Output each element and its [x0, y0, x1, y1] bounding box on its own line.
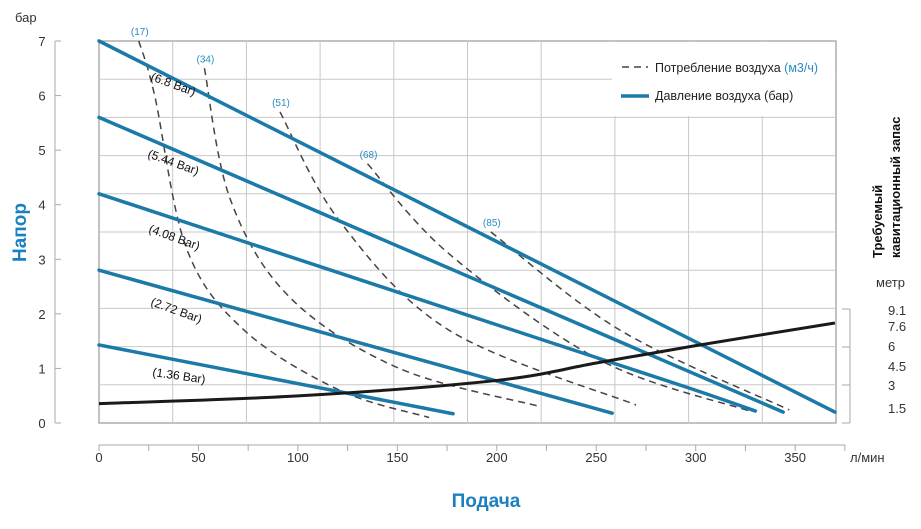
y-unit-label: бар — [15, 10, 37, 25]
air-consumption-label: (85) — [483, 218, 501, 229]
y2-tick-label: 6 — [888, 339, 895, 354]
y-axis-title: Напор — [10, 203, 31, 262]
x-tick-label: 300 — [685, 450, 707, 465]
air-pressure-line — [97, 343, 455, 416]
y-tick-label: 3 — [38, 252, 45, 267]
air-consumption-label: (68) — [360, 150, 378, 161]
y-tick-label: 2 — [38, 307, 45, 322]
y2-title-line1: Требуемый — [870, 185, 885, 258]
npsh-curve — [98, 321, 836, 406]
y2-tick-label: 9.1 — [888, 303, 906, 318]
air-consumption-line — [490, 231, 790, 411]
air-consumption-label: (51) — [272, 98, 290, 109]
air-consumption-line — [366, 163, 750, 412]
air-pressure-line — [97, 192, 758, 413]
air-consumption-label: (34) — [197, 54, 215, 65]
x-unit-label: л/мин — [850, 450, 885, 465]
air-pressure-line — [97, 115, 785, 414]
x-tick-label: 150 — [386, 450, 408, 465]
legend-air-consumption: Потребление воздуха (м3/ч) — [655, 61, 818, 75]
legend-air-pressure: Давление воздуха (бар) — [655, 89, 793, 103]
x-tick-label: 250 — [585, 450, 607, 465]
x-tick-label: 350 — [784, 450, 806, 465]
x-tick-label: 50 — [191, 450, 205, 465]
y-tick-label: 7 — [38, 34, 45, 49]
series — [97, 39, 837, 419]
air-pressure-line — [97, 268, 614, 415]
y-tick-label: 6 — [38, 89, 45, 104]
y-tick-label: 0 — [38, 416, 45, 431]
x-tick-label: 0 — [95, 450, 102, 465]
x-axis-title: Подача — [452, 491, 521, 512]
y2-unit-label: метр — [876, 275, 905, 290]
x-tick-label: 100 — [287, 450, 309, 465]
axes: 0 1 2 3 4 5 6 7 0 50 100 150 200 250 300 350 9.17.6 6 4.5 3… — [38, 34, 906, 465]
y-tick-label: 1 — [38, 361, 45, 376]
air-consumption-label: (17) — [131, 27, 149, 38]
y2-tick-label: 1.5 — [888, 401, 906, 416]
y2-tick-label: 4.5 — [888, 359, 906, 374]
x-tick-label: 200 — [486, 450, 508, 465]
y-tick-label: 4 — [38, 198, 45, 213]
y2-tick-label: 7.6 — [888, 319, 906, 334]
legend: Потребление воздуха (м3/ч) Давление возд… — [612, 42, 835, 116]
y2-title-line2: кавитационный запас — [888, 117, 903, 258]
legend-box — [612, 42, 835, 116]
y2-tick-label: 3 — [888, 378, 895, 393]
y-tick-label: 5 — [38, 143, 45, 158]
air-pressure-line — [97, 39, 837, 414]
